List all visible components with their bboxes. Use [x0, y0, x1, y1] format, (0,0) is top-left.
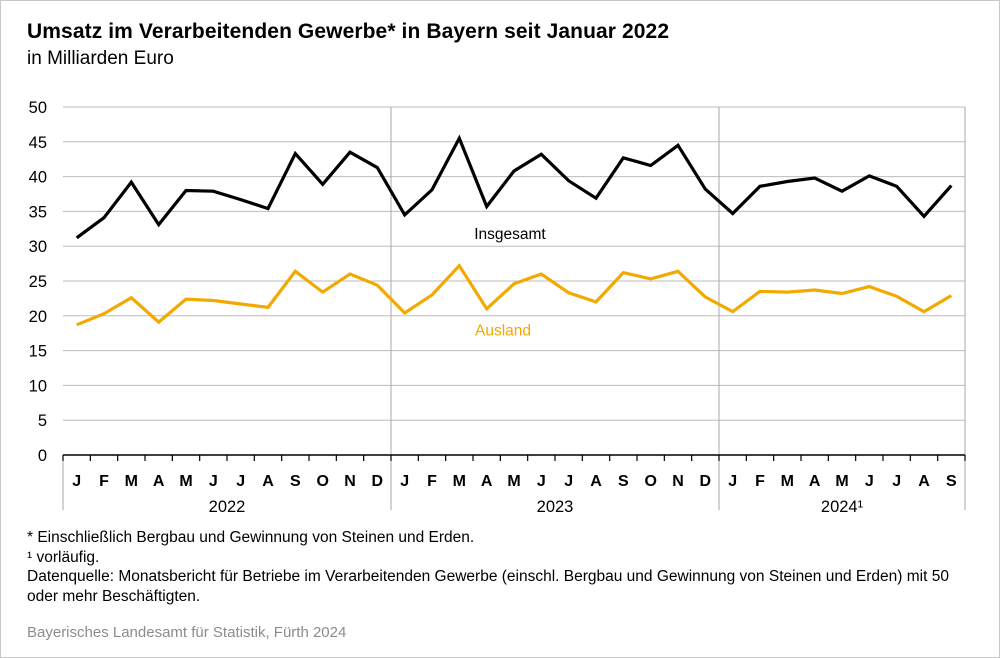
x-tick-label: A — [262, 473, 274, 490]
y-tick-label: 50 — [29, 99, 47, 117]
series-line-ausland — [76, 263, 953, 327]
series-label-ausland: Ausland — [475, 322, 531, 339]
year-label: 2023 — [537, 498, 574, 516]
x-tick-label: N — [344, 473, 356, 490]
footnote-one: ¹ vorläufig. — [27, 548, 100, 566]
x-tick-label: A — [590, 473, 602, 490]
x-tick-label: J — [236, 473, 245, 490]
x-tick-label: M — [835, 473, 848, 490]
x-tick-label: J — [564, 473, 573, 490]
x-tick-label: M — [453, 473, 466, 490]
chart-subtitle: in Milliarden Euro — [27, 48, 174, 69]
x-tick-label: J — [892, 473, 901, 490]
x-tick-label: J — [209, 473, 218, 490]
y-tick-label: 5 — [38, 412, 47, 430]
x-tick-label: A — [153, 473, 165, 490]
x-tick-label: O — [644, 473, 656, 490]
x-tick-label: J — [72, 473, 81, 490]
y-tick-label: 15 — [29, 343, 47, 361]
x-tick-label: S — [946, 473, 957, 490]
series-line-insgesamt — [75, 134, 953, 240]
x-tick-label: F — [99, 473, 109, 490]
year-label: 2024¹ — [821, 498, 864, 516]
footnotes: * Einschließlich Bergbau und Gewinnung v… — [27, 528, 977, 606]
y-tick-label: 0 — [38, 447, 47, 465]
publisher-credit: Bayerisches Landesamt für Statistik, Für… — [27, 624, 347, 641]
x-tick-label: O — [316, 473, 328, 490]
x-tick-label: D — [700, 473, 712, 490]
data-source-note: Datenquelle: Monatsbericht für Betriebe … — [27, 568, 949, 605]
y-tick-label: 10 — [29, 377, 47, 395]
y-tick-label: 30 — [29, 238, 47, 256]
y-tick-label: 40 — [29, 169, 47, 187]
year-label: 2022 — [209, 498, 246, 516]
chart-title: Umsatz im Verarbeitenden Gewerbe* in Bay… — [27, 20, 670, 43]
x-tick-label: A — [918, 473, 930, 490]
x-tick-label: M — [125, 473, 138, 490]
y-tick-label: 25 — [29, 273, 47, 291]
x-tick-label: S — [290, 473, 301, 490]
footnote-star: * Einschließlich Bergbau und Gewinnung v… — [27, 529, 475, 546]
y-tick-label: 45 — [29, 134, 47, 152]
x-tick-label: F — [427, 473, 437, 490]
x-tick-label: N — [672, 473, 684, 490]
x-tick-label: J — [865, 473, 874, 490]
x-tick-label: S — [618, 473, 629, 490]
x-tick-label: A — [481, 473, 493, 490]
x-tick-label: J — [728, 473, 737, 490]
x-tick-label: M — [507, 473, 520, 490]
x-tick-label: J — [400, 473, 409, 490]
y-tick-label: 35 — [29, 203, 47, 221]
x-tick-label: M — [781, 473, 794, 490]
x-tick-label: F — [755, 473, 765, 490]
x-tick-label: J — [537, 473, 546, 490]
x-tick-label: D — [372, 473, 384, 490]
x-tick-label: A — [809, 473, 821, 490]
y-tick-label: 20 — [29, 308, 47, 326]
x-tick-label: M — [179, 473, 192, 490]
series-label-insgesamt: Insgesamt — [474, 226, 546, 243]
